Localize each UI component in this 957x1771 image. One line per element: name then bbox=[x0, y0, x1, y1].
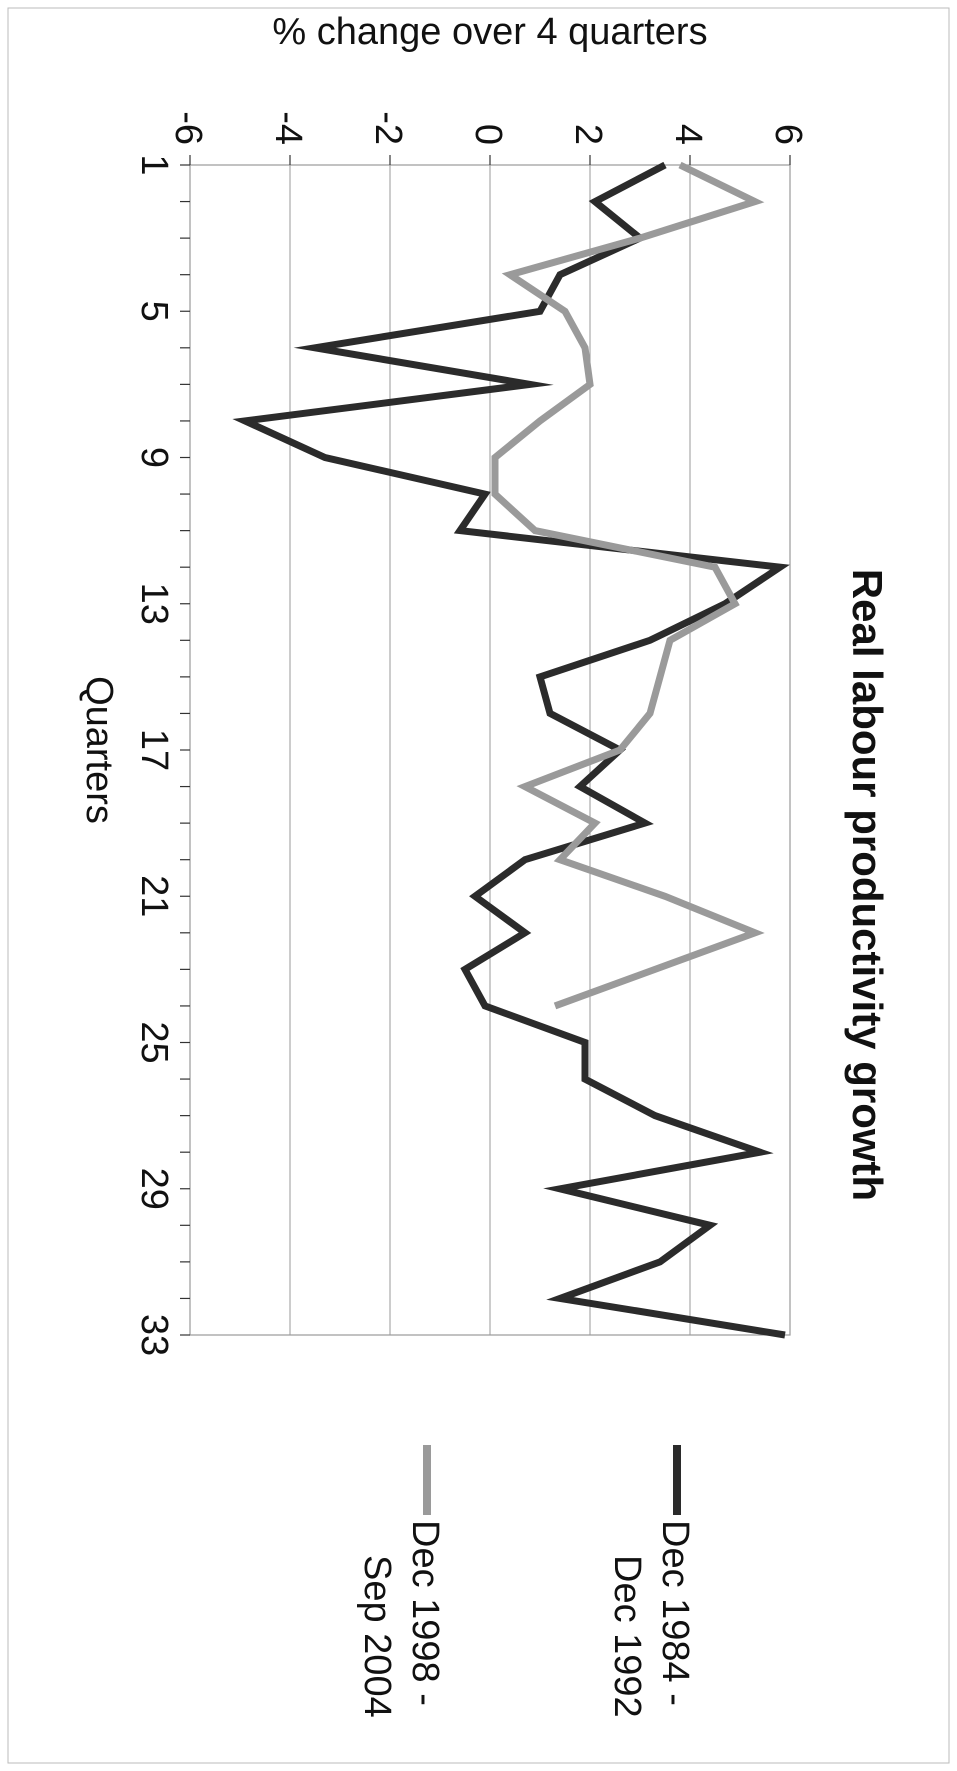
x-tick-label: 29 bbox=[133, 1168, 175, 1210]
series-lines bbox=[232, 161, 790, 1339]
x-tick-label: 13 bbox=[133, 583, 175, 625]
y-tick-label: -2 bbox=[367, 111, 409, 145]
x-tick-label: 9 bbox=[133, 447, 175, 468]
y-tick-label: 0 bbox=[467, 124, 509, 145]
legend-label-2: Dec 1998 -Sep 2004 bbox=[356, 1520, 446, 1718]
x-tick-label: 1 bbox=[133, 154, 175, 175]
y-tick-label: 6 bbox=[767, 124, 809, 145]
x-axis: 1 5 9 13 17 21 25 29 33 bbox=[133, 154, 190, 1356]
x-tick-label: 25 bbox=[133, 1021, 175, 1063]
legend-label-1: Dec 1984 -Dec 1992 bbox=[606, 1520, 696, 1718]
x-tick-label: 33 bbox=[133, 1314, 175, 1356]
chart-border bbox=[7, 7, 950, 1764]
x-tick-label: 17 bbox=[133, 729, 175, 771]
y-tick-label: 4 bbox=[667, 124, 709, 145]
y-axis-label: % change over 4 quarters bbox=[272, 11, 707, 53]
chart-title: Real labour productivity growth bbox=[844, 569, 891, 1201]
y-tick-label: -4 bbox=[267, 111, 309, 145]
y-axis: 6 4 2 0 -2 -4 -6 bbox=[167, 111, 809, 165]
y-tick-label: -6 bbox=[167, 111, 209, 145]
x-tick-label: 5 bbox=[133, 301, 175, 322]
y-tick-label: 2 bbox=[567, 124, 609, 145]
legend: Dec 1984 -Dec 1992 Dec 1998 -Sep 2004 bbox=[356, 1445, 696, 1718]
x-tick-label: 21 bbox=[133, 875, 175, 917]
x-axis-label: Quarters bbox=[78, 676, 120, 824]
series-line-2 bbox=[491, 161, 765, 1010]
